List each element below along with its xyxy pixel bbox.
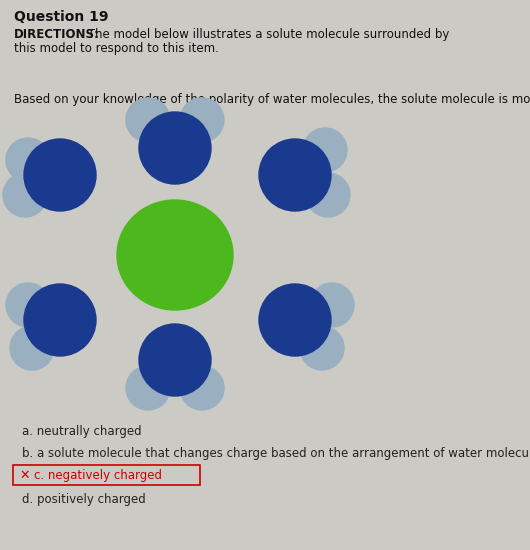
Ellipse shape (117, 200, 233, 310)
Circle shape (310, 283, 354, 327)
Text: The model below illustrates a solute molecule surrounded by: The model below illustrates a solute mol… (84, 28, 449, 41)
Circle shape (180, 366, 224, 410)
Circle shape (126, 98, 170, 142)
Circle shape (139, 324, 211, 396)
Circle shape (6, 138, 50, 182)
Text: c. negatively charged: c. negatively charged (34, 469, 162, 481)
Text: d. positively charged: d. positively charged (22, 492, 146, 505)
Circle shape (306, 173, 350, 217)
Circle shape (139, 112, 211, 184)
Circle shape (180, 98, 224, 142)
Circle shape (24, 139, 96, 211)
Circle shape (10, 326, 54, 370)
Circle shape (259, 284, 331, 356)
Circle shape (259, 139, 331, 211)
Text: DIRECTIONS:: DIRECTIONS: (14, 28, 100, 41)
Circle shape (3, 173, 47, 217)
Text: a. neutrally charged: a. neutrally charged (22, 426, 142, 438)
Circle shape (300, 326, 344, 370)
Text: ✕: ✕ (19, 469, 30, 481)
Circle shape (303, 128, 347, 172)
Text: this model to respond to this item.: this model to respond to this item. (14, 42, 219, 55)
Text: b. a solute molecule that changes charge based on the arrangement of water molec: b. a solute molecule that changes charge… (22, 448, 530, 460)
Circle shape (6, 283, 50, 327)
Circle shape (126, 366, 170, 410)
Text: Question 19: Question 19 (14, 10, 109, 24)
Circle shape (24, 284, 96, 356)
Text: Based on your knowledge of the polarity of water molecules, the solute molecule : Based on your knowledge of the polarity … (14, 93, 530, 106)
